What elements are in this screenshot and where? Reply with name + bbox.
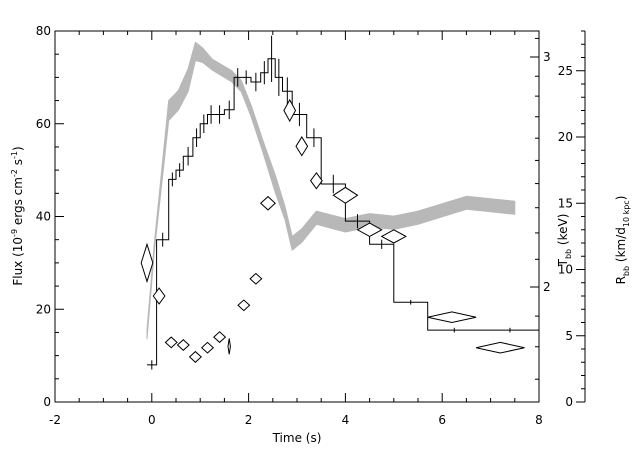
left-axis-title-exp1: -9 (10, 229, 19, 237)
radius-diamond (475, 341, 525, 354)
temperature-tick-label: 3 (543, 50, 551, 64)
radius-diamond (227, 338, 231, 355)
radius-tick-label: 25 (558, 64, 573, 78)
radius-diamond (176, 339, 190, 351)
flux-tick-label: 60 (36, 117, 51, 131)
radius-axis-title-sub1: bb (622, 266, 631, 276)
radius-diamond-layer (140, 98, 525, 363)
x-tick-label: 0 (148, 413, 156, 427)
radius-axis-title-main: R (614, 276, 628, 284)
radius-tick-label: 10 (558, 263, 573, 277)
flux-tick-label: 20 (36, 302, 51, 316)
left-axis-title-end: ) (11, 146, 25, 151)
flux-tick-label: 80 (36, 24, 51, 38)
radius-diamond (380, 229, 407, 244)
radius-diamond (249, 272, 263, 285)
radius-diamond (356, 222, 383, 237)
x-tick-label: -2 (49, 413, 61, 427)
radius-tick-label: 0 (565, 395, 573, 409)
radius-diamond (427, 311, 477, 324)
left-axis-title-mid: ergs cm (11, 177, 25, 229)
radius-diamond (164, 336, 178, 349)
radius-diamond (188, 350, 202, 363)
radius-diamond (309, 171, 323, 190)
radius-axis-title-sub2: 10 kpc (622, 200, 631, 227)
radius-diamond (200, 341, 215, 354)
temperature-axis-title-main: T (556, 258, 570, 267)
temperature-axis-title: Tbb (keV) (556, 214, 573, 268)
temperature-axis-title-sub: bb (564, 249, 573, 259)
x-tick-label: 8 (535, 413, 543, 427)
temperature-band (146, 41, 516, 340)
radius-diamond (140, 242, 154, 284)
x-tick-label: 2 (245, 413, 253, 427)
radius-diamond (237, 299, 251, 312)
left-axis-title: Flux (10-9 ergs cm-2 s-1) (10, 146, 25, 285)
left-axis-title-exp2: -2 (10, 169, 19, 177)
x-tick-label: 6 (438, 413, 446, 427)
radius-diamond (283, 98, 297, 123)
radius-diamond (332, 186, 359, 204)
x-tick-label: 4 (342, 413, 350, 427)
flux-step-layer (147, 35, 539, 370)
flux-step-line (147, 58, 539, 366)
temperature-band-layer (146, 41, 516, 340)
radius-diamond (259, 195, 276, 211)
radius-tick-label: 5 (565, 329, 573, 343)
flux-tick-label: 40 (36, 210, 51, 224)
radius-axis-title: Rbb (km/d10 kpc) (614, 196, 631, 285)
radius-tick-label: 15 (558, 196, 573, 210)
radius-diamond (152, 287, 166, 305)
left-axis-title-s: s (11, 159, 25, 169)
radius-diamond (295, 136, 309, 157)
left-axis-title-exp3: -1 (10, 151, 19, 159)
flux-tick-label: 0 (43, 395, 51, 409)
radius-axis-title-mid: (km/d (614, 227, 628, 266)
radius-tick-label: 20 (558, 130, 573, 144)
temperature-axis-title-unit: (keV) (556, 214, 570, 249)
radius-diamond (213, 331, 227, 344)
left-axis-title-main: Flux (10 (11, 237, 25, 286)
temperature-tick-label: 2 (543, 280, 551, 294)
radius-axis-title-end: ) (614, 196, 628, 201)
x-axis-title: Time (s) (272, 431, 322, 445)
